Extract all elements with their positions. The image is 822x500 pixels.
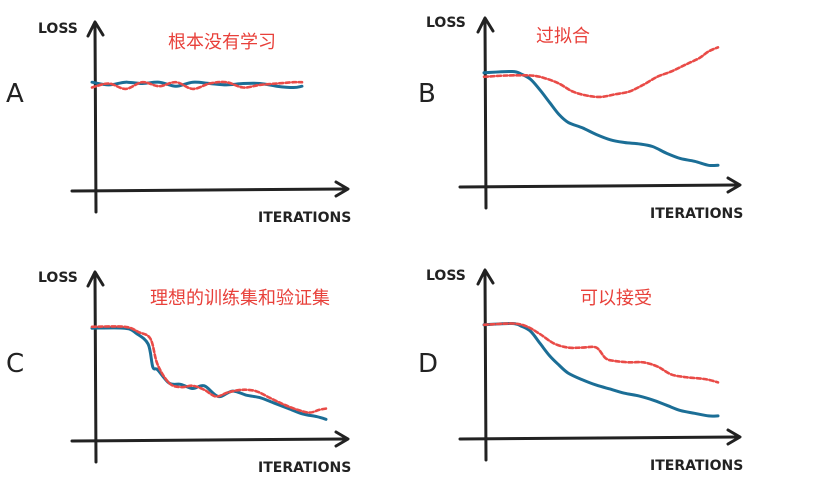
panel-a-x-axis-arrow <box>334 180 350 198</box>
panel-b-x-axis-arrow <box>726 176 742 194</box>
panel-b-y-axis-arrow <box>476 16 495 34</box>
panel-c-validation-line <box>90 325 328 414</box>
panel-d-letter: D <box>418 349 438 379</box>
panel-b-xlabel: ITERATIONS <box>650 206 743 222</box>
panel-d-xlabel: ITERATIONS <box>650 458 743 474</box>
panel-d: LOSS ITERATIONS D 可以接受 <box>418 268 743 474</box>
panel-b-title: 过拟合 <box>536 26 590 47</box>
panel-c-title: 理想的训练集和验证集 <box>150 288 330 309</box>
panel-a: LOSS ITERATIONS A 根本没有学习 <box>6 20 351 226</box>
panel-d-training-line <box>482 321 720 418</box>
panel-a-x-axis <box>70 187 346 193</box>
panel-a-y-axis <box>93 24 98 214</box>
panel-a-y-axis-arrow <box>86 20 105 38</box>
panel-d-x-axis-arrow <box>726 428 742 446</box>
panel-d-title: 可以接受 <box>580 288 652 309</box>
panel-d-validation-line <box>482 322 720 384</box>
panel-d-x-axis <box>458 435 738 441</box>
panel-a-training-line <box>90 80 304 89</box>
panel-c: LOSS ITERATIONS C 理想的训练集和验证集 <box>6 270 351 476</box>
panel-a-validation-line <box>90 80 304 91</box>
panel-c-x-axis <box>70 437 346 443</box>
panel-d-ylabel: LOSS <box>426 268 466 284</box>
panel-b: LOSS ITERATIONS B 过拟合 <box>418 15 743 222</box>
panel-b-training-line <box>482 69 720 168</box>
panel-c-x-axis-arrow <box>334 430 350 448</box>
panel-c-y-axis <box>93 274 98 464</box>
panel-a-letter: A <box>6 79 24 109</box>
panel-b-ylabel: LOSS <box>426 15 466 31</box>
panel-a-title: 根本没有学习 <box>168 32 276 53</box>
panel-d-y-axis <box>483 272 488 462</box>
panel-b-validation-line <box>482 46 720 99</box>
panel-a-xlabel: ITERATIONS <box>258 210 351 226</box>
panel-d-y-axis-arrow <box>476 268 495 286</box>
panel-c-y-axis-arrow <box>86 270 105 288</box>
panel-b-letter: B <box>418 79 436 109</box>
panel-c-letter: C <box>6 349 24 379</box>
panel-b-x-axis <box>458 183 738 189</box>
panel-c-xlabel: ITERATIONS <box>258 460 351 476</box>
panel-c-ylabel: LOSS <box>38 270 78 286</box>
panel-c-training-line <box>90 326 328 421</box>
panel-b-y-axis <box>483 20 488 210</box>
panel-a-ylabel: LOSS <box>38 21 78 37</box>
